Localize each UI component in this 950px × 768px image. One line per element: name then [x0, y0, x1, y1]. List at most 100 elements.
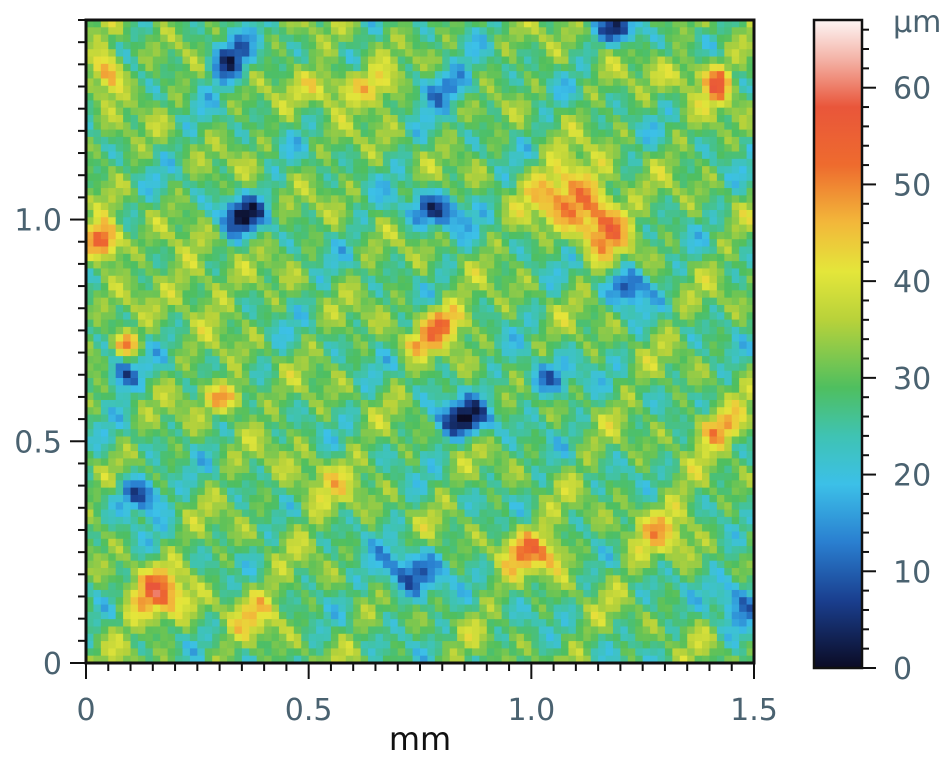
heatmap-cell [413, 188, 421, 196]
heatmap-cell [294, 122, 302, 130]
heatmap-cell [717, 78, 725, 86]
heatmap-cell [635, 42, 643, 50]
heatmap-cell [643, 305, 651, 313]
heatmap-cell [680, 298, 688, 306]
heatmap-cell [309, 115, 317, 123]
heatmap-cell [205, 305, 213, 313]
heatmap-cell [116, 276, 124, 284]
heatmap-cell [309, 393, 317, 401]
heatmap-cell [346, 400, 354, 408]
heatmap-cell [576, 93, 584, 101]
heatmap-cell [390, 27, 398, 35]
heatmap-cell [93, 210, 101, 218]
heatmap-cell [702, 320, 710, 328]
heatmap-cell [398, 349, 406, 357]
heatmap-cell [628, 334, 636, 342]
heatmap-cell [182, 35, 190, 43]
heatmap-cell [672, 283, 680, 291]
heatmap-cell [739, 305, 747, 313]
heatmap-cell [272, 64, 280, 72]
heatmap-cell [182, 152, 190, 160]
heatmap-cell [361, 64, 369, 72]
heatmap-cell [116, 144, 124, 152]
heatmap-cell [598, 305, 606, 313]
heatmap-cell [472, 42, 480, 50]
heatmap-cell [190, 327, 198, 335]
heatmap-cell [606, 27, 614, 35]
heatmap-cell [338, 276, 346, 284]
heatmap-cell [353, 247, 361, 255]
heatmap-cell [539, 49, 547, 57]
heatmap-cell [398, 327, 406, 335]
heatmap-cell [613, 86, 621, 94]
heatmap-cell [301, 166, 309, 174]
heatmap-cell [568, 144, 576, 152]
heatmap-cell [695, 225, 703, 233]
heatmap-cell [108, 173, 116, 181]
heatmap-cell [145, 217, 153, 225]
heatmap-cell [123, 130, 131, 138]
heatmap-cell [658, 166, 666, 174]
heatmap-cell [272, 298, 280, 306]
heatmap-cell [413, 115, 421, 123]
heatmap-cell [472, 152, 480, 160]
heatmap-cell [724, 415, 732, 423]
heatmap-cell [724, 393, 732, 401]
heatmap-cell [361, 305, 369, 313]
heatmap-cell [220, 283, 228, 291]
heatmap-cell [658, 334, 666, 342]
heatmap-cell [405, 407, 413, 415]
heatmap-cell [249, 239, 257, 247]
heatmap-cell [383, 152, 391, 160]
heatmap-cell [338, 422, 346, 430]
heatmap-cell [665, 144, 673, 152]
heatmap-cell [628, 407, 636, 415]
heatmap-cell [524, 378, 532, 386]
heatmap-cell [175, 137, 183, 145]
heatmap-cell [576, 166, 584, 174]
heatmap-cell [457, 144, 465, 152]
heatmap-cell [680, 268, 688, 276]
heatmap-cell [338, 342, 346, 350]
heatmap-cell [561, 217, 569, 225]
heatmap-cell [190, 181, 198, 189]
heatmap-cell [606, 261, 614, 269]
heatmap-cell [695, 239, 703, 247]
heatmap-cell [672, 268, 680, 276]
heatmap-cell [272, 86, 280, 94]
heatmap-cell [539, 210, 547, 218]
heatmap-cell [509, 86, 517, 94]
heatmap-cell [279, 334, 287, 342]
heatmap-cell [316, 298, 324, 306]
heatmap-cell [220, 261, 228, 269]
heatmap-cell [413, 225, 421, 233]
heatmap-cell [739, 312, 747, 320]
heatmap-cell [709, 371, 717, 379]
heatmap-cell [702, 195, 710, 203]
heatmap-cell [479, 86, 487, 94]
heatmap-cell [368, 239, 376, 247]
heatmap-cell [353, 290, 361, 298]
heatmap-cell [346, 195, 354, 203]
heatmap-cell [554, 210, 562, 218]
heatmap-cell [665, 86, 673, 94]
heatmap-cell [316, 312, 324, 320]
heatmap-cell [561, 210, 569, 218]
heatmap-cell [182, 400, 190, 408]
heatmap-cell [591, 349, 599, 357]
heatmap-cell [197, 239, 205, 247]
heatmap-cell [620, 283, 628, 291]
heatmap-cell [338, 42, 346, 50]
heatmap-cell [672, 371, 680, 379]
heatmap-cell [316, 115, 324, 123]
heatmap-cell [346, 407, 354, 415]
heatmap-cell [546, 210, 554, 218]
heatmap-cell [502, 232, 510, 240]
heatmap-cell [205, 276, 213, 284]
heatmap-cell [175, 290, 183, 298]
heatmap-cell [658, 400, 666, 408]
heatmap-cell [242, 173, 250, 181]
heatmap-cell [160, 415, 168, 423]
heatmap-cell [353, 371, 361, 379]
heatmap-cell [465, 71, 473, 79]
